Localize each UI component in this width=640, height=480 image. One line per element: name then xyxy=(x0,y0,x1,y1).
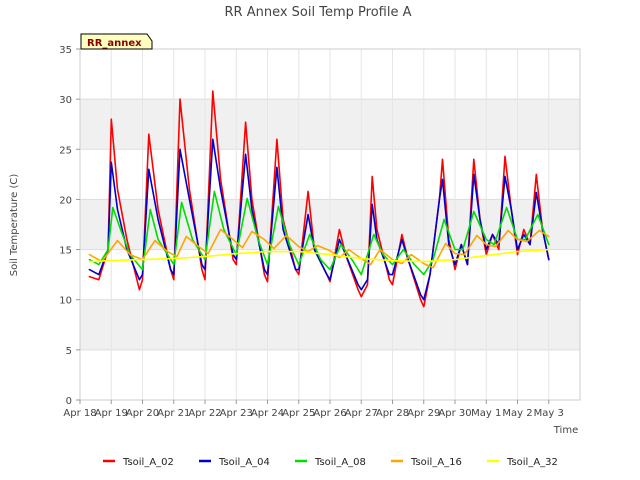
chart-title: RR Annex Soil Temp Profile A xyxy=(225,5,412,20)
y-tick-label: 10 xyxy=(59,296,72,307)
site-tag-label: RR_annex xyxy=(87,38,142,49)
x-tick-label: Apr 19 xyxy=(95,408,128,419)
x-tick-label: Apr 23 xyxy=(220,408,253,419)
x-tick-label: Apr 18 xyxy=(63,408,96,419)
legend-label-Tsoil_A_08: Tsoil_A_08 xyxy=(314,457,366,468)
x-tick-label: May 1 xyxy=(471,408,501,419)
y-axis-ticks: 0 5 10 15 20 25 30 35 xyxy=(59,45,80,407)
x-tick-label: May 3 xyxy=(534,408,564,419)
series-line-Tsoil_A_32 xyxy=(88,248,550,263)
y-axis-label: Soil Temperature (C) xyxy=(9,174,20,277)
y-tick-label: 5 xyxy=(66,346,72,357)
legend-label-Tsoil_A_04: Tsoil_A_04 xyxy=(218,457,270,468)
x-tick-label: Apr 24 xyxy=(251,408,284,419)
x-tick-label: Apr 22 xyxy=(188,408,221,419)
x-tick-label: Apr 20 xyxy=(126,408,159,419)
y-tick-label: 30 xyxy=(59,95,72,106)
series-line-Tsoil_A_16 xyxy=(88,228,550,269)
series-layer xyxy=(88,90,550,308)
y-tick-label: 35 xyxy=(59,45,72,56)
x-tick-label: Apr 21 xyxy=(157,408,190,419)
y-tick-label: 15 xyxy=(59,246,72,257)
site-tag: RR_annex xyxy=(80,33,153,50)
y-tick-label: 25 xyxy=(59,145,72,156)
x-tick-label: Apr 27 xyxy=(345,408,378,419)
y-tick-label: 20 xyxy=(59,195,72,206)
y-tick-label: 0 xyxy=(66,396,72,407)
x-axis-label: Time xyxy=(553,425,578,436)
x-tick-label: Apr 28 xyxy=(376,408,409,419)
legend: Tsoil_A_02 Tsoil_A_04 Tsoil_A_08 Tsoil_A_16… xyxy=(103,457,558,468)
x-tick-label: Apr 30 xyxy=(438,408,471,419)
legend-label-Tsoil_A_02: Tsoil_A_02 xyxy=(122,457,174,468)
x-tick-label: May 2 xyxy=(502,408,532,419)
legend-label-Tsoil_A_16: Tsoil_A_16 xyxy=(410,457,462,468)
x-tick-label: Apr 26 xyxy=(313,408,346,419)
x-tick-label: Apr 25 xyxy=(282,408,315,419)
site-tag-box xyxy=(80,33,153,50)
x-tick-label: Apr 29 xyxy=(407,408,440,419)
legend-label-Tsoil_A_32: Tsoil_A_32 xyxy=(506,457,558,468)
